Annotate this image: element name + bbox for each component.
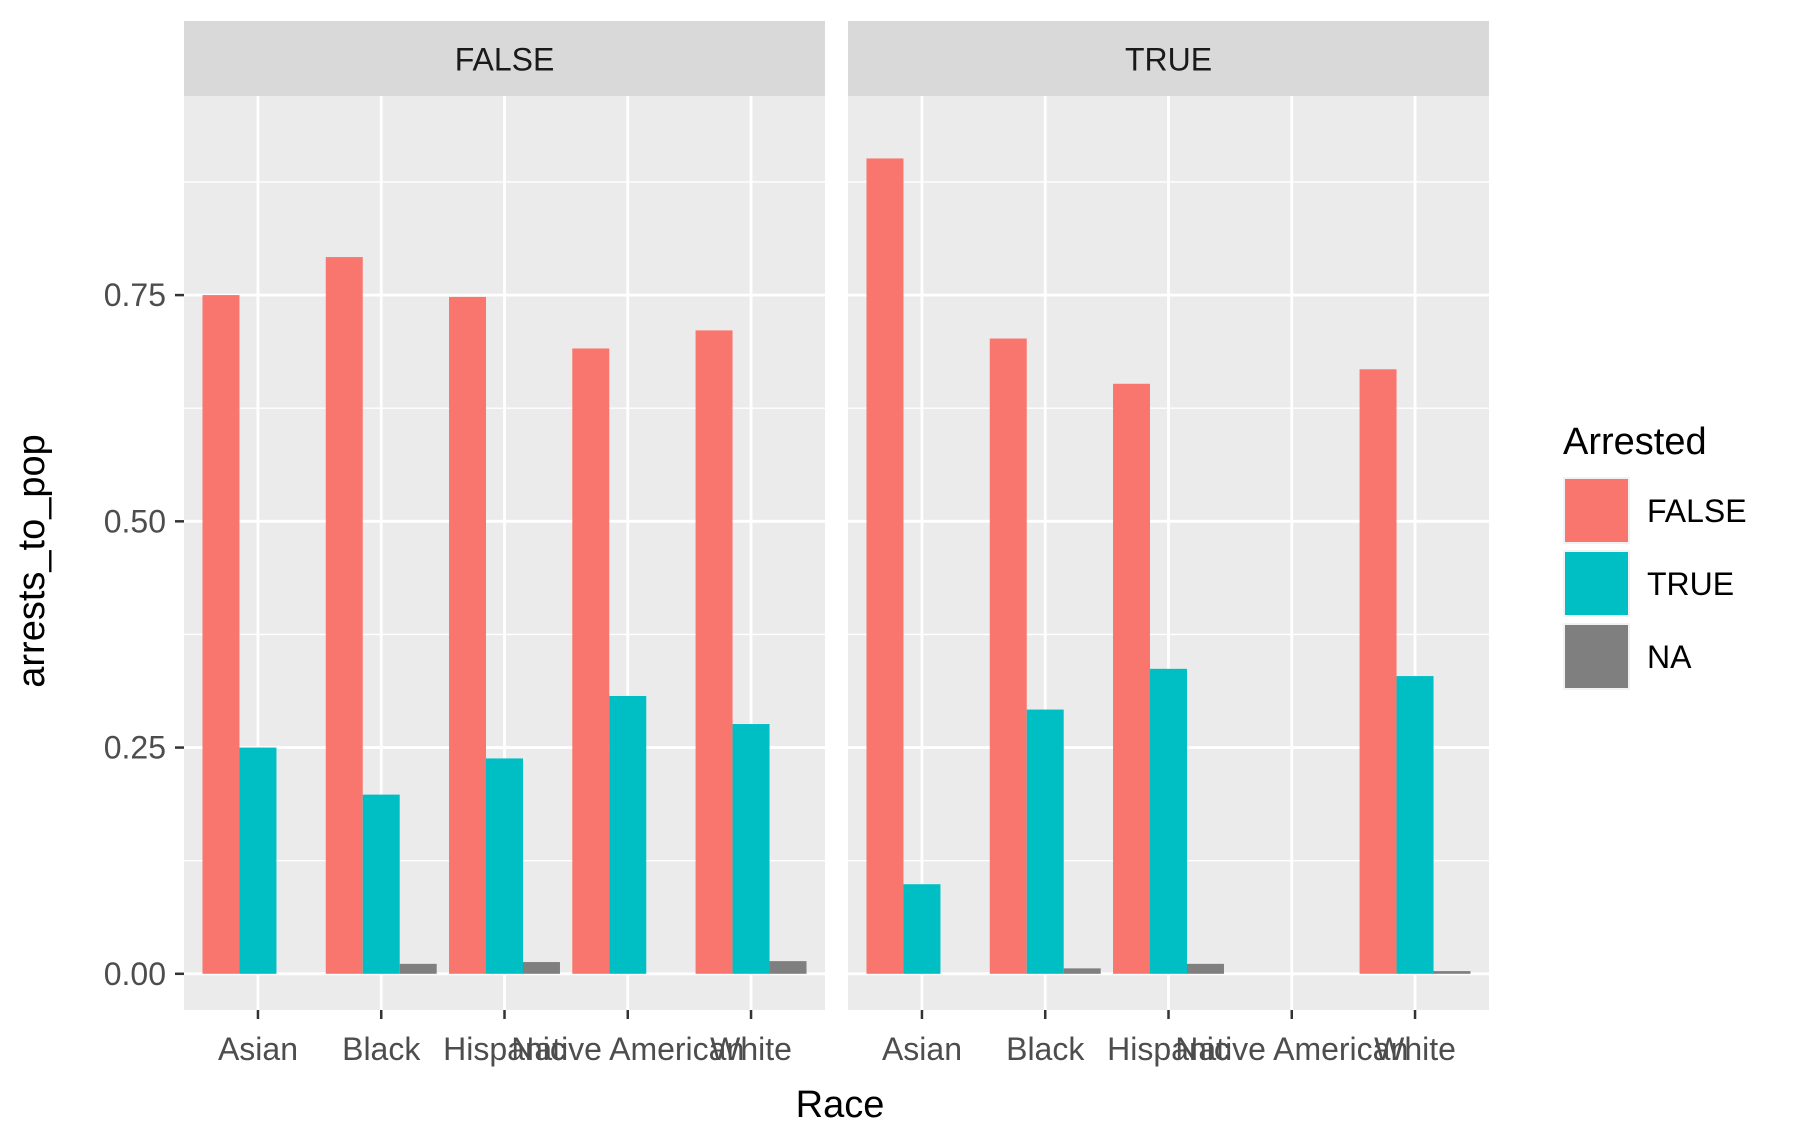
legend-label: NA bbox=[1647, 639, 1692, 675]
bar bbox=[866, 158, 904, 974]
bar bbox=[1026, 709, 1064, 974]
facet-strip-label: FALSE bbox=[455, 42, 555, 78]
x-tick-label: Black bbox=[1006, 1031, 1085, 1067]
facet-strip bbox=[848, 21, 1489, 96]
y-tick-label: 0.75 bbox=[104, 277, 166, 313]
y-tick-label: 0.00 bbox=[104, 956, 166, 992]
x-axis-label: Race bbox=[796, 1084, 885, 1126]
bar bbox=[399, 963, 437, 974]
x-tick-label: Native American bbox=[511, 1031, 744, 1067]
bar bbox=[1359, 369, 1397, 974]
x-tick-label: White bbox=[710, 1031, 792, 1067]
legend-title: Arrested bbox=[1563, 421, 1707, 463]
bar bbox=[609, 695, 647, 974]
bar bbox=[239, 747, 277, 974]
bar bbox=[695, 330, 733, 974]
bar bbox=[1396, 676, 1434, 974]
legend-key bbox=[1565, 552, 1628, 615]
y-axis-label: arrests_to_pop bbox=[11, 434, 53, 688]
bar bbox=[732, 724, 770, 974]
legend-label: TRUE bbox=[1647, 566, 1734, 602]
legend: Arrested FALSE TRUE NA bbox=[1563, 421, 1747, 690]
legend-key bbox=[1565, 625, 1628, 688]
bar bbox=[572, 348, 610, 974]
bar bbox=[903, 884, 941, 974]
x-tick-label: Native American bbox=[1175, 1031, 1408, 1067]
y-axis: 0.00 0.25 0.50 0.75 bbox=[104, 277, 184, 992]
bar bbox=[1150, 668, 1187, 974]
facet-strip bbox=[184, 21, 825, 96]
legend-key bbox=[1565, 479, 1628, 542]
x-tick-label: Black bbox=[342, 1031, 421, 1067]
bar bbox=[1433, 971, 1471, 974]
y-tick-label: 0.50 bbox=[104, 503, 166, 539]
bar bbox=[1063, 968, 1101, 974]
x-tick-label: White bbox=[1374, 1031, 1456, 1067]
bar bbox=[486, 758, 523, 974]
x-tick-label: Asian bbox=[218, 1031, 298, 1067]
bar bbox=[362, 794, 400, 974]
bar bbox=[769, 961, 807, 974]
bar bbox=[449, 296, 487, 974]
bar bbox=[202, 295, 240, 974]
x-tick-label: Hispanic bbox=[443, 1031, 566, 1067]
x-tick-label: Asian bbox=[882, 1031, 962, 1067]
legend-label: FALSE bbox=[1647, 493, 1747, 529]
bar bbox=[522, 962, 560, 974]
bar bbox=[1186, 963, 1224, 974]
bar bbox=[325, 257, 363, 974]
facet-strip-label: TRUE bbox=[1125, 42, 1212, 78]
bar bbox=[1113, 383, 1151, 974]
bar bbox=[989, 338, 1027, 974]
y-tick-label: 0.25 bbox=[104, 730, 166, 766]
x-tick-label: Hispanic bbox=[1107, 1031, 1230, 1067]
